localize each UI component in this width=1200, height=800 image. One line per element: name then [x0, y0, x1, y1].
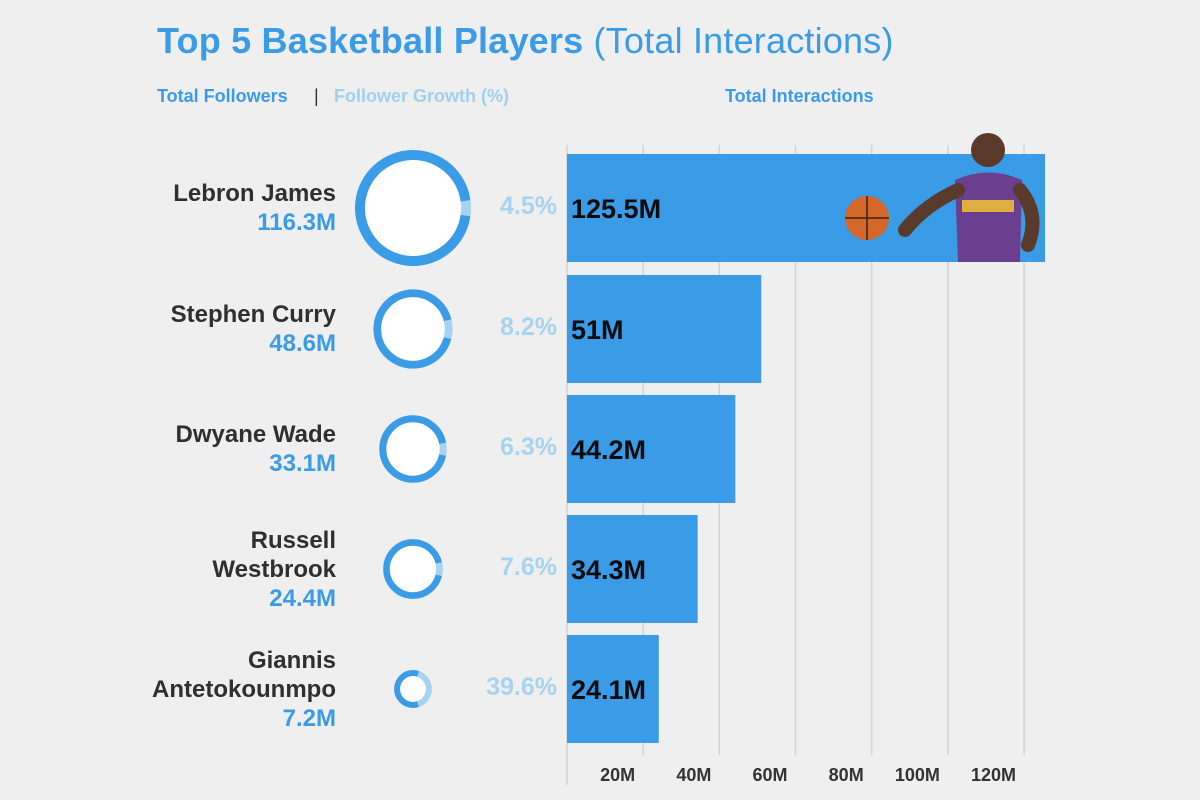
player-photo: [845, 133, 1040, 262]
player-followers: 33.1M: [269, 450, 336, 477]
player-name: Stephen Curry: [170, 301, 336, 328]
player-name: Russell: [250, 526, 336, 554]
bar-value-label: 34.3M: [571, 555, 646, 585]
bar-value-label: 24.1M: [571, 675, 646, 705]
follower-growth-value: 7.6%: [500, 553, 557, 581]
player-label: Lebron James 116.3M: [173, 179, 336, 237]
chart-title-main: Top 5 Basketball Players: [157, 20, 584, 61]
follower-growth-value: 6.3%: [500, 433, 557, 461]
player-name: Giannis: [247, 646, 336, 674]
x-tick-label: 40M: [676, 765, 711, 785]
player-followers: 7.2M: [282, 704, 336, 732]
x-tick-label: 80M: [829, 765, 864, 785]
follower-ring: [373, 289, 453, 369]
legend-follower-growth: Follower Growth (%): [334, 86, 509, 106]
legend-total-followers: Total Followers: [157, 86, 288, 106]
player-label: Giannis Antetokounmpo 7.2M: [152, 646, 336, 733]
follower-growth-value: 4.5%: [500, 192, 557, 220]
follower-growth-value: 8.2%: [500, 313, 557, 341]
interaction-bar: [567, 635, 659, 743]
x-tick-label: 120M: [971, 765, 1016, 785]
x-tick-label: 60M: [753, 765, 788, 785]
player-followers: 48.6M: [269, 330, 336, 357]
follower-ring: [394, 670, 432, 708]
player-followers: 116.3M: [257, 209, 336, 236]
chart-title-subtitle: (Total Interactions): [593, 20, 894, 61]
player-name: Dwyane Wade: [175, 421, 337, 448]
player-label: Russell Westbrook 24.4M: [212, 526, 336, 613]
x-tick-label: 20M: [600, 765, 635, 785]
legend-total-interactions: Total Interactions: [725, 86, 874, 106]
interaction-bar: [567, 515, 698, 623]
follower-ring: [355, 149, 472, 266]
follower-ring: [383, 539, 443, 599]
player-name: Westbrook: [212, 555, 336, 583]
bar-value-label: 44.2M: [571, 435, 646, 465]
player-label: Stephen Curry 48.6M: [171, 300, 336, 358]
bar-value-label: 51M: [571, 315, 624, 345]
x-tick-label: 100M: [895, 765, 940, 785]
player-name: Antetokounmpo: [152, 675, 336, 703]
follower-growth-value: 39.6%: [486, 673, 557, 701]
chart-title: Top 5 Basketball Players (Total Interact…: [157, 20, 894, 62]
player-name: Lebron James: [173, 180, 336, 207]
bar-value-label: 125.5M: [571, 194, 661, 224]
interaction-bar: [567, 395, 736, 503]
player-followers: 24.4M: [269, 584, 336, 612]
player-label: Dwyane Wade 33.1M: [176, 420, 337, 478]
legend-separator: |: [314, 86, 319, 106]
interaction-bar: [567, 275, 762, 383]
follower-ring: [379, 415, 447, 483]
